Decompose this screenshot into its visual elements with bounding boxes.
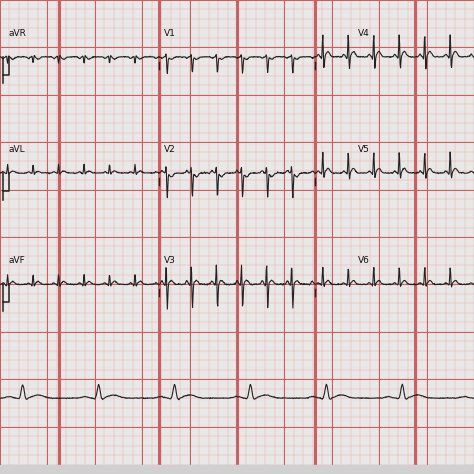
Text: V2: V2 xyxy=(164,145,175,154)
Text: V5: V5 xyxy=(358,145,370,154)
Text: V3: V3 xyxy=(164,256,175,265)
Bar xyxy=(0,465,474,474)
Text: aVL: aVL xyxy=(9,145,25,154)
Text: aVF: aVF xyxy=(9,256,25,265)
Text: V1: V1 xyxy=(164,29,175,38)
Text: aVR: aVR xyxy=(9,29,27,38)
Text: V4: V4 xyxy=(358,29,370,38)
Text: V6: V6 xyxy=(358,256,370,265)
